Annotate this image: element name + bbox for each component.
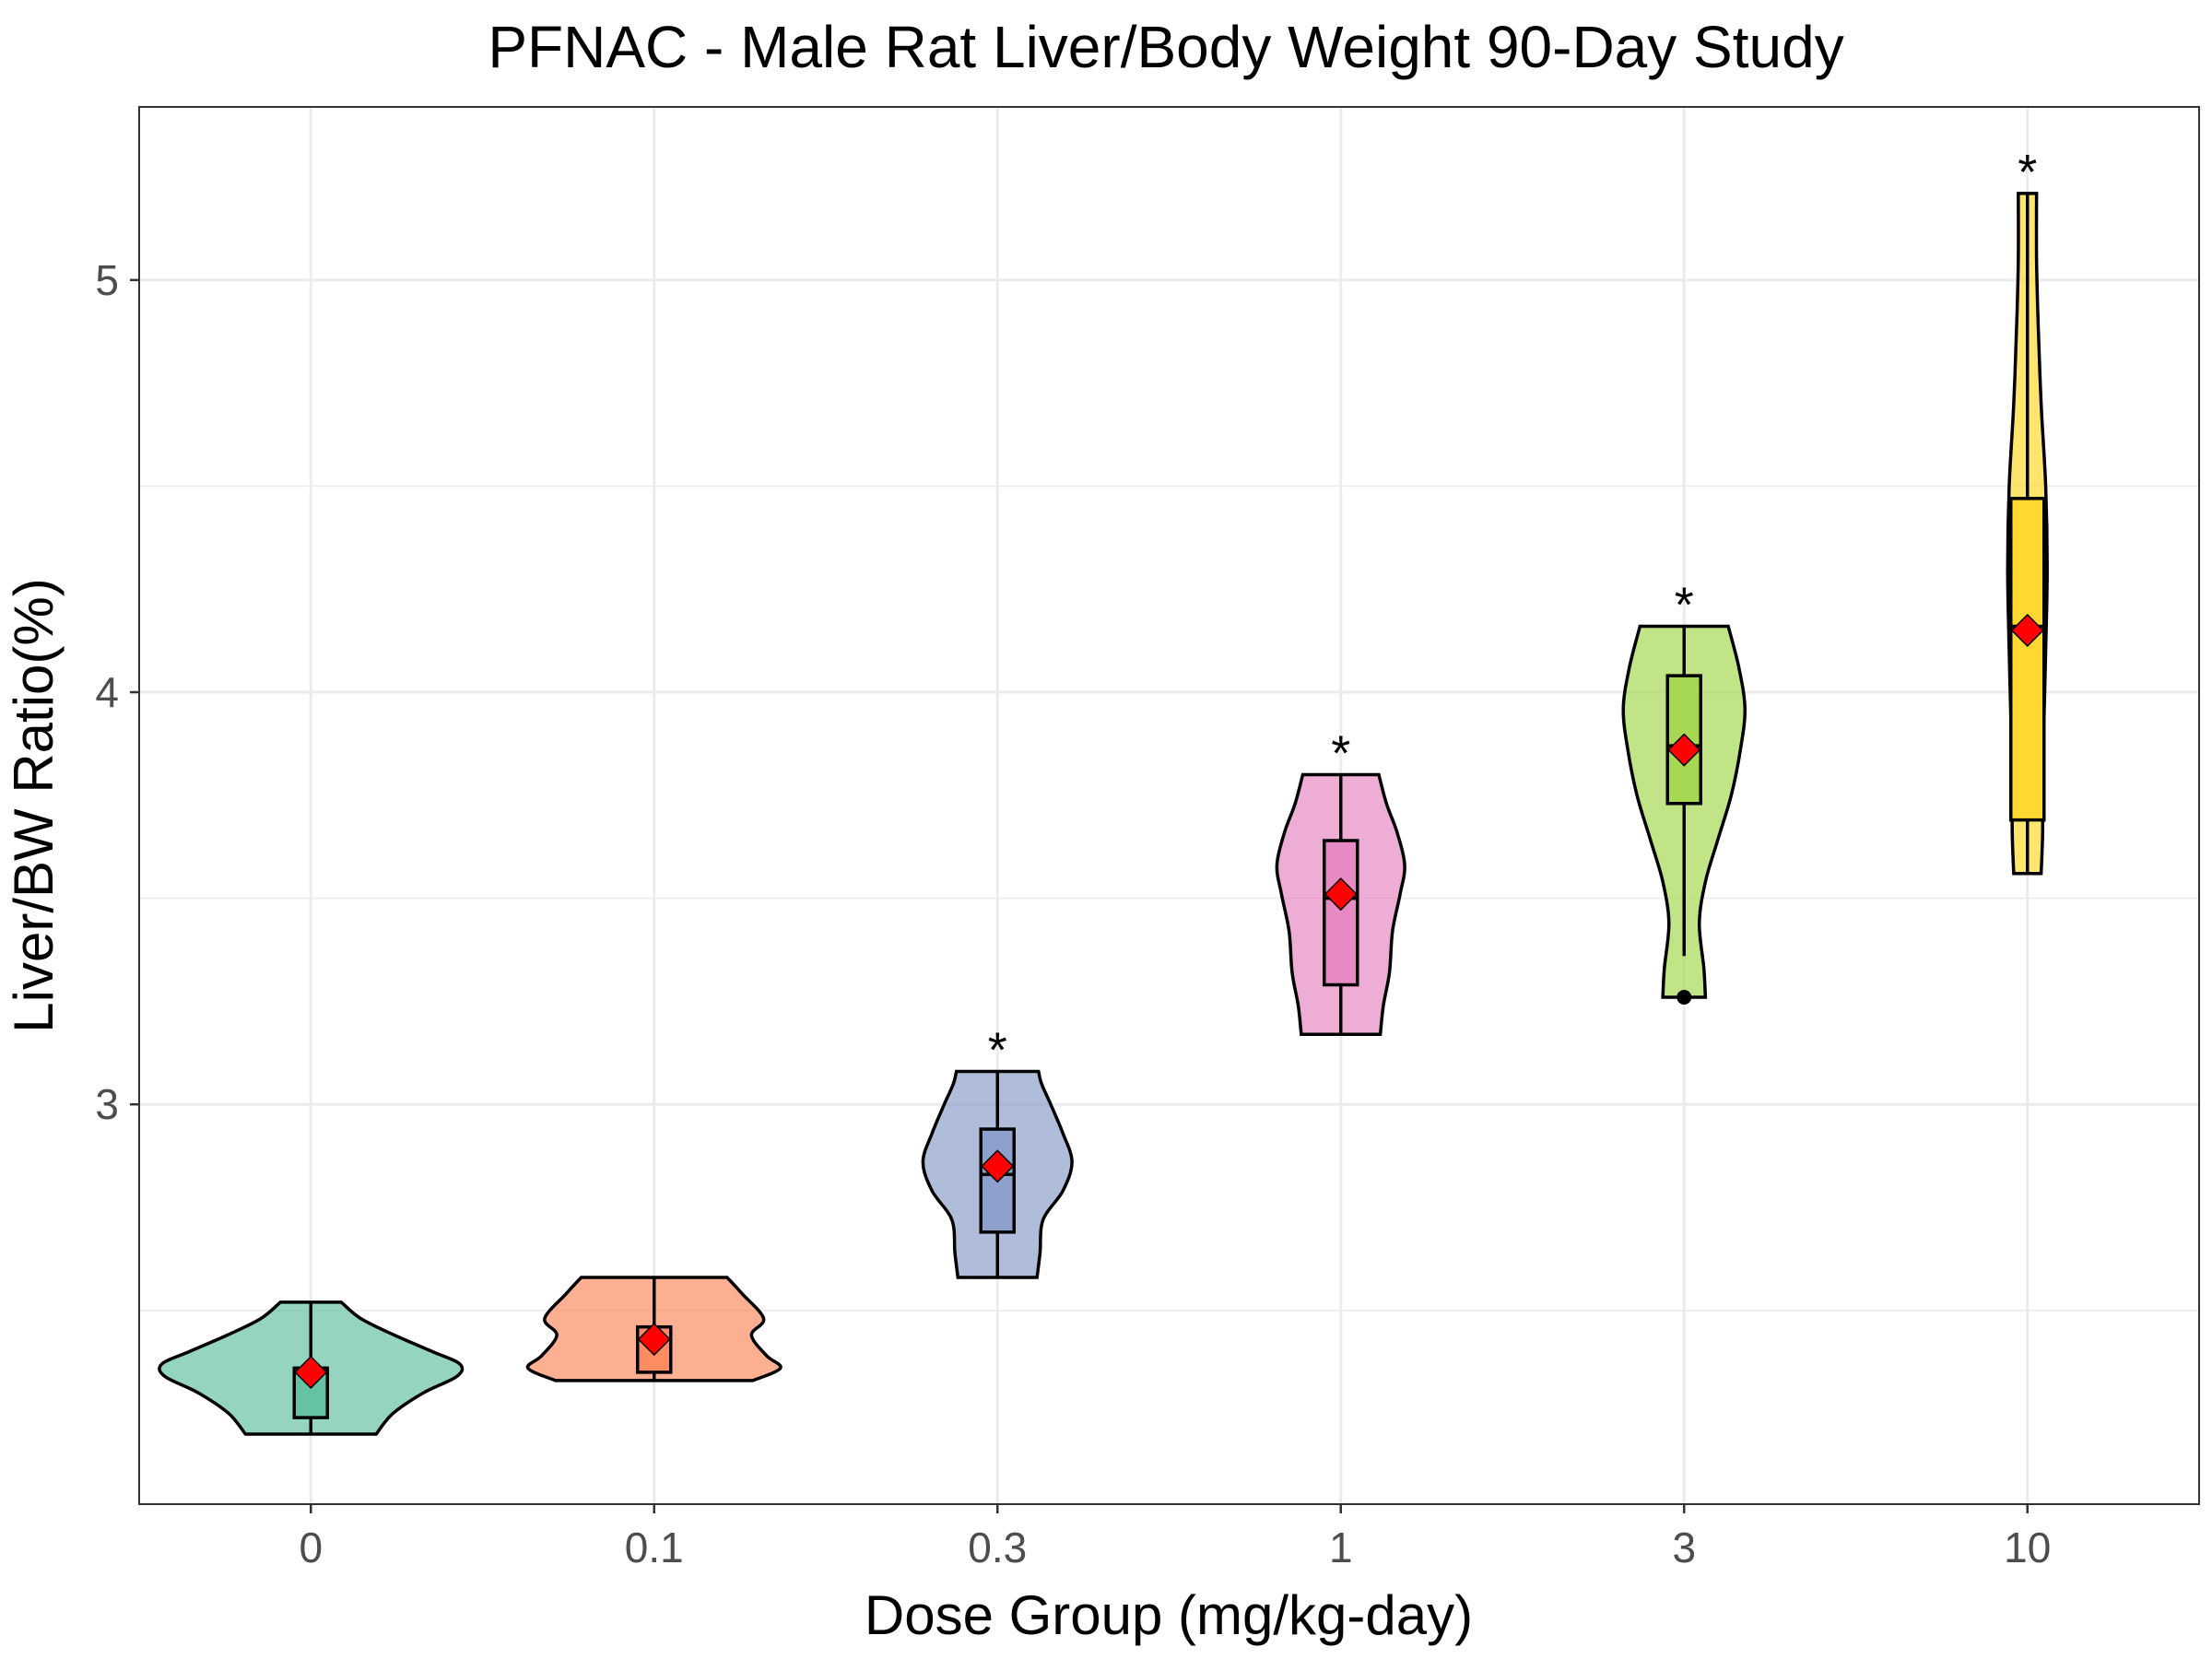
y-tick-label: 3	[95, 1080, 119, 1128]
violin-group-0	[158, 1300, 465, 1436]
violin-group-0.1	[525, 1276, 782, 1382]
x-axis: 0 0.1 0.3 1 3 10	[299, 1504, 2051, 1571]
x-tick-label: 1	[1329, 1524, 1353, 1571]
significance-star: *	[1675, 577, 1694, 632]
iqr-box	[2009, 497, 2046, 822]
mean-marker	[294, 1355, 328, 1389]
mean-marker	[2010, 613, 2044, 648]
y-axis-title: Liver/BW Ratio(%)	[3, 578, 65, 1032]
x-axis-title: Dose Group (mg/kg-day)	[865, 1584, 1473, 1646]
violin-group-10	[2006, 192, 2049, 876]
mean-marker	[1324, 877, 1358, 912]
violin-group-0.3	[921, 1069, 1074, 1279]
mean-marker	[1667, 733, 1701, 767]
mean-marker	[981, 1149, 1015, 1183]
outlier-point	[1677, 989, 1692, 1005]
iqr-box	[1323, 839, 1359, 987]
significance-markers: * * * *	[988, 145, 2038, 1078]
x-tick-label: 0.1	[625, 1524, 684, 1571]
violin-group-1	[1275, 772, 1406, 1036]
mean-marker	[637, 1323, 671, 1357]
y-tick-label: 4	[95, 668, 119, 716]
panel-border	[138, 106, 2200, 1505]
significance-star: *	[2018, 145, 2037, 200]
significance-star: *	[1331, 725, 1350, 781]
violin-layer	[158, 192, 2049, 1436]
significance-star: *	[988, 1022, 1007, 1077]
x-tick-label: 0.3	[968, 1524, 1027, 1571]
x-tick-label: 0	[299, 1524, 323, 1571]
chart-title: PFNAC - Male Rat Liver/Body Weight 90-Da…	[488, 14, 1843, 80]
violin-group-3	[1621, 624, 1747, 1005]
x-tick-label: 3	[1672, 1524, 1696, 1571]
x-tick-label: 10	[2004, 1524, 2051, 1571]
y-tick-label: 5	[95, 256, 119, 304]
y-axis: 3 4 5	[95, 256, 139, 1128]
